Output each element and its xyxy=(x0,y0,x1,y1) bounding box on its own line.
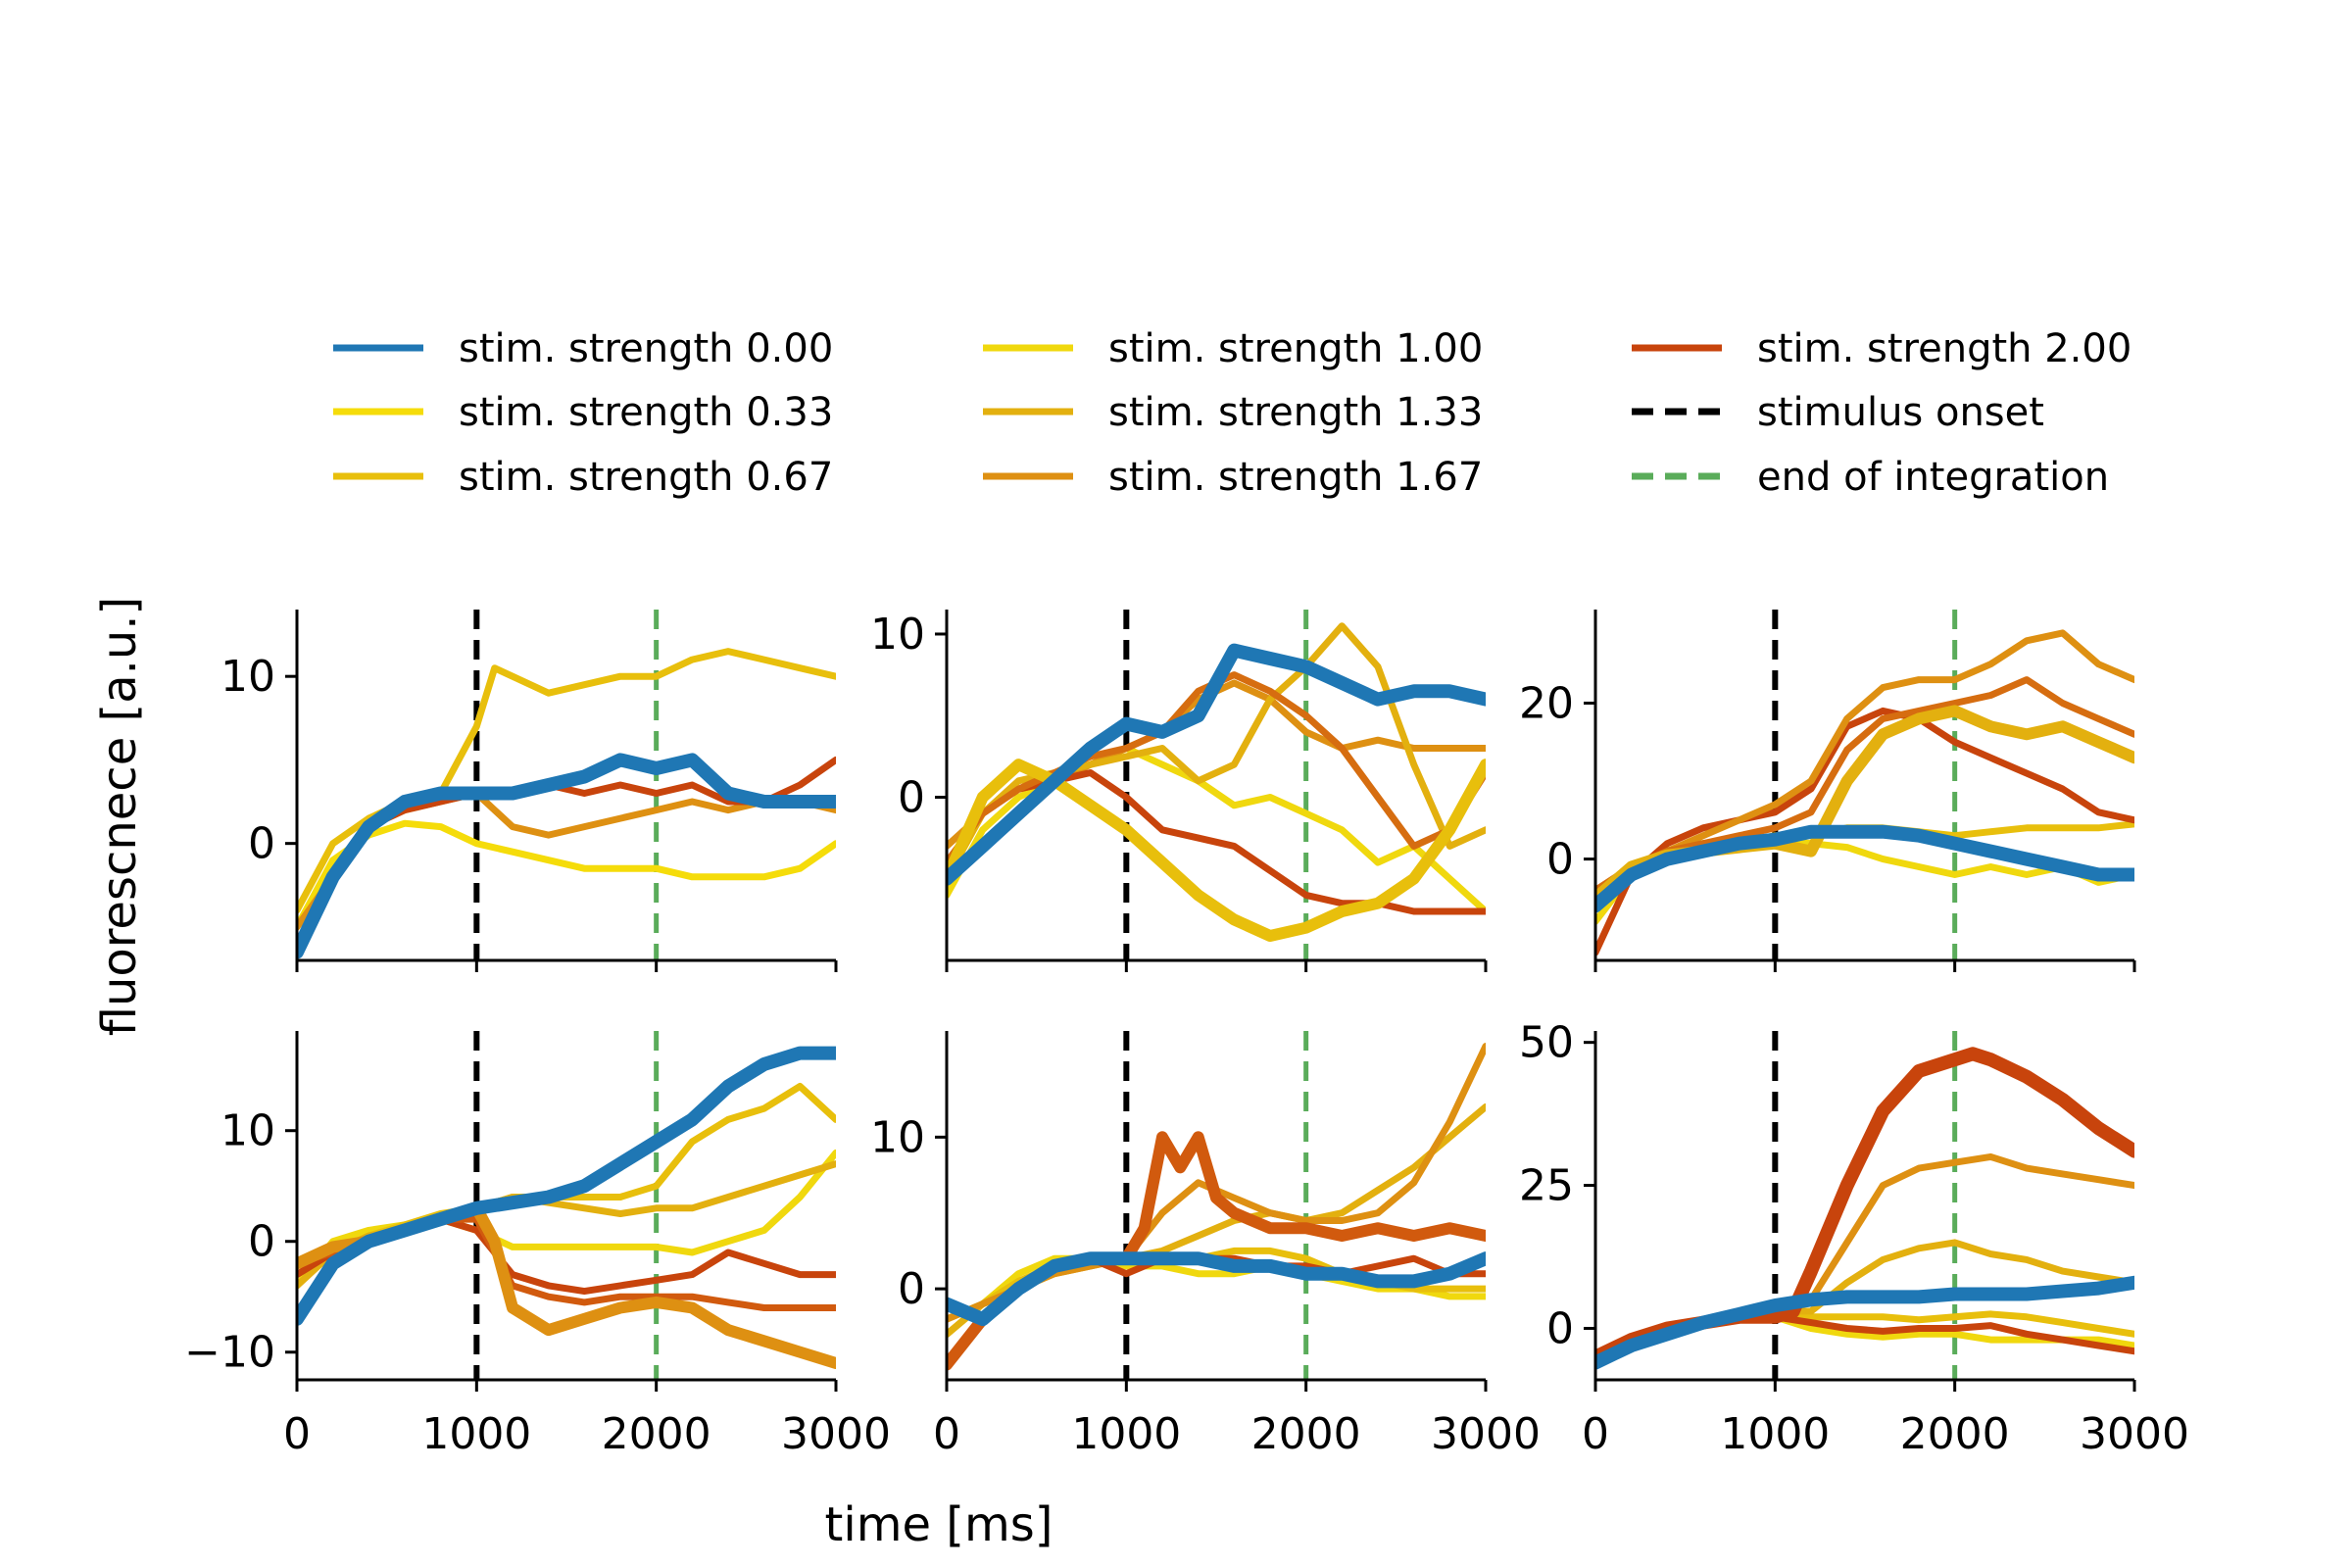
legend-label: end of integration xyxy=(1757,455,2109,500)
legend-label: stim. strength 2.00 xyxy=(1757,326,2132,371)
series-line xyxy=(297,753,836,959)
legend-entry: stimulus onset xyxy=(1632,390,2044,435)
subplot-1: 0 10 xyxy=(220,610,838,972)
series-line xyxy=(1595,1047,2134,1364)
series-line xyxy=(947,1254,1486,1339)
series-line xyxy=(947,1251,1486,1327)
y-tick-label: 50 xyxy=(1519,1018,1574,1068)
x-axis-label: time [ms] xyxy=(825,1497,1054,1552)
legend-label: stim. strength 0.33 xyxy=(459,390,833,435)
legend-label: stim. strength 0.00 xyxy=(459,326,833,371)
series-line xyxy=(297,1149,836,1290)
x-tick-label: 3000 xyxy=(2080,1409,2189,1459)
subplot-5: 0 10 0 1000 2000 3000 xyxy=(870,1031,1541,1459)
series-line xyxy=(947,1102,1486,1339)
y-tick-label: 0 xyxy=(898,1264,925,1314)
y-tick-label: 10 xyxy=(220,652,275,702)
x-tick-label: 2000 xyxy=(1251,1409,1361,1459)
legend-entry: stim. strength 0.67 xyxy=(333,455,833,500)
legend-entry: stim. strength 2.00 xyxy=(1632,326,2132,371)
y-tick-label: 0 xyxy=(1546,835,1574,885)
x-tick-label: 3000 xyxy=(781,1409,891,1459)
series-line xyxy=(1595,629,2134,909)
y-tick-label: 10 xyxy=(870,1112,925,1162)
legend-label: stimulus onset xyxy=(1757,390,2044,435)
legend: stim. strength 0.00 stim. strength 0.33 st… xyxy=(333,326,2132,500)
x-tick-label: 1000 xyxy=(1720,1409,1830,1459)
series-line xyxy=(947,643,1486,886)
y-axis-label: fluorescnece [a.u.] xyxy=(92,597,147,1037)
series-line xyxy=(297,1046,836,1326)
series-line xyxy=(947,759,1486,942)
y-tick-label: 10 xyxy=(870,610,925,660)
y-tick-label: 20 xyxy=(1519,678,1574,728)
legend-entry: end of integration xyxy=(1632,455,2109,500)
series-line xyxy=(1595,707,2134,956)
legend-entry: stim. strength 1.00 xyxy=(983,326,1483,371)
series-line xyxy=(297,819,836,931)
x-tick-label: 2000 xyxy=(1900,1409,2010,1459)
series-line xyxy=(297,1160,836,1290)
y-tick-label: 0 xyxy=(1546,1303,1574,1353)
series-line xyxy=(947,769,1486,915)
legend-entry: stim. strength 1.33 xyxy=(983,390,1483,435)
y-tick-label: 0 xyxy=(248,819,275,869)
subplot-6: 0 25 50 0 1000 2000 3000 xyxy=(1519,1018,2189,1459)
subplot-3: 0 20 xyxy=(1519,610,2136,972)
y-tick-label: 0 xyxy=(248,1217,275,1267)
x-tick-label: 1000 xyxy=(1071,1409,1181,1459)
series-line xyxy=(1595,1275,2134,1370)
x-tick-label: 0 xyxy=(283,1409,311,1459)
x-tick-label: 3000 xyxy=(1431,1409,1541,1459)
legend-entry: stim. strength 0.00 xyxy=(333,326,833,371)
legend-label: stim. strength 1.00 xyxy=(1108,326,1483,371)
legend-label: stim. strength 1.33 xyxy=(1108,390,1483,435)
series-line xyxy=(1595,824,2134,913)
y-tick-label: 25 xyxy=(1519,1161,1574,1211)
legend-entry: stim. strength 0.33 xyxy=(333,390,833,435)
x-tick-label: 1000 xyxy=(421,1409,531,1459)
legend-label: stim. strength 0.67 xyxy=(459,455,833,500)
x-tick-label: 0 xyxy=(933,1409,960,1459)
y-tick-label: 10 xyxy=(220,1106,275,1156)
y-tick-label: 0 xyxy=(898,772,925,822)
x-tick-label: 0 xyxy=(1582,1409,1609,1459)
subplot-2: 0 10 xyxy=(870,610,1488,972)
legend-entry: stim. strength 1.67 xyxy=(983,455,1483,500)
y-tick-label: −10 xyxy=(184,1328,275,1378)
legend-label: stim. strength 1.67 xyxy=(1108,455,1483,500)
x-tick-label: 2000 xyxy=(602,1409,711,1459)
